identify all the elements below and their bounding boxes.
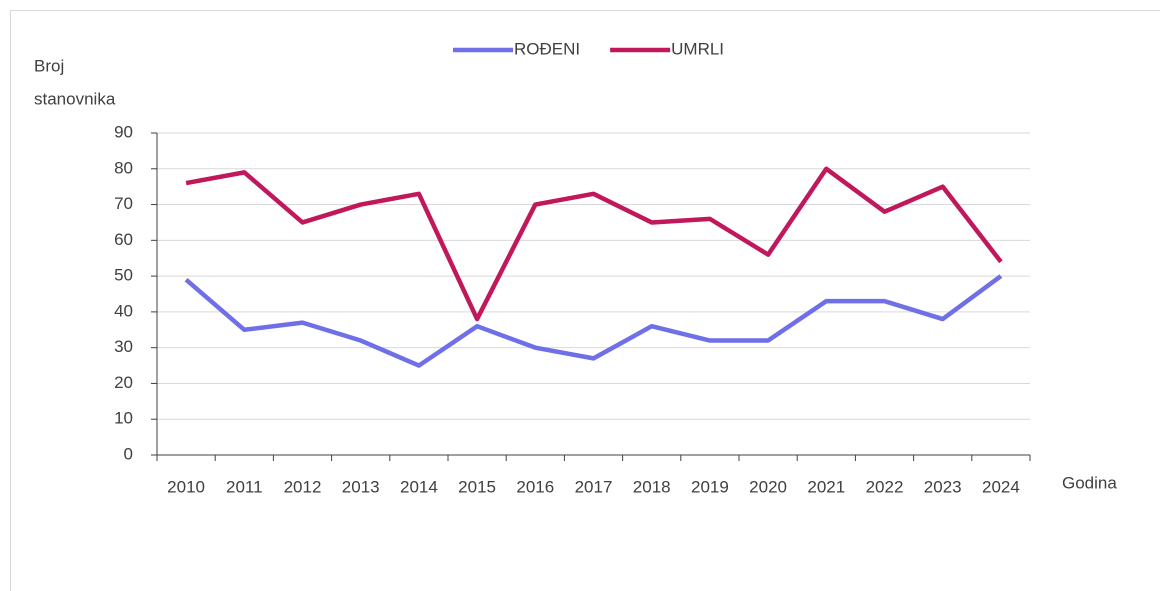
data-line: [184, 274, 1003, 368]
x-tick-label: 2017: [575, 477, 613, 496]
y-axis-label: Broj: [34, 56, 64, 75]
x-tick-label: 2011: [226, 477, 263, 496]
y-tick-label: 0: [124, 444, 133, 463]
x-tick-label: 2020: [749, 477, 787, 496]
x-tick-label: 2016: [516, 477, 554, 496]
y-tick-label: 10: [114, 409, 133, 428]
data-line: [185, 166, 1003, 322]
legend-label: UMRLI: [671, 39, 724, 58]
y-tick-label: 50: [114, 266, 133, 285]
x-tick-label: 2018: [633, 477, 671, 496]
y-tick-label: 70: [114, 194, 133, 213]
y-tick-label: 60: [114, 230, 133, 249]
chart-frame: [10, 10, 1160, 591]
x-tick-label: 2024: [982, 477, 1020, 496]
x-tick-label: 2013: [342, 477, 380, 496]
x-tick-label: 2012: [284, 477, 322, 496]
y-tick-label: 40: [114, 301, 133, 320]
y-tick-label: 20: [114, 373, 133, 392]
y-tick-label: 30: [114, 337, 133, 356]
y-tick-label: 90: [114, 122, 133, 141]
y-tick-label: 80: [114, 158, 133, 177]
legend-label: ROĐENI: [514, 39, 580, 58]
x-axis-label: Godina: [1062, 473, 1117, 492]
x-tick-label: 2021: [807, 477, 845, 496]
x-tick-label: 2010: [167, 477, 205, 496]
x-tick-label: 2023: [924, 477, 962, 496]
x-tick-label: 2015: [458, 477, 496, 496]
x-tick-label: 2019: [691, 477, 729, 496]
x-tick-label: 2014: [400, 477, 438, 496]
x-tick-label: 2022: [866, 477, 904, 496]
y-axis-label: stanovnika: [34, 89, 116, 108]
